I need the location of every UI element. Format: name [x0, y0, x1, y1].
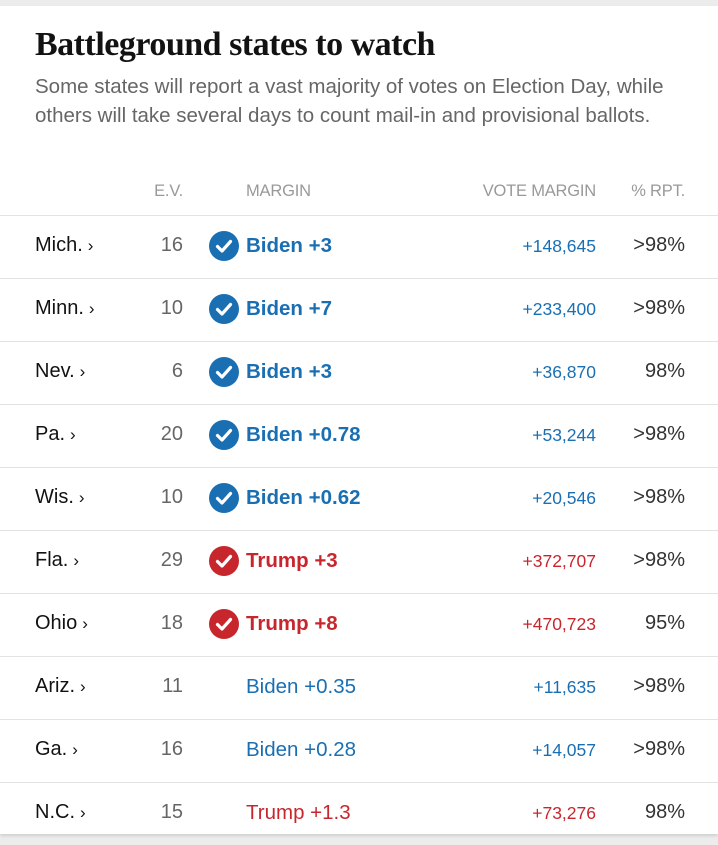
vote-margin-value: +73,276 — [532, 803, 596, 823]
column-header-vote-margin: VOTE MARGIN — [482, 182, 597, 200]
page-title: Battleground states to watch — [35, 26, 435, 63]
margin-value: Trump +8 — [246, 612, 338, 635]
pct-reported-value: >98% — [633, 549, 685, 571]
chevron-right-icon: › — [79, 362, 86, 381]
electoral-votes: 16 — [160, 738, 183, 760]
state-name: N.C. — [35, 801, 75, 823]
margin-value: Biden +3 — [246, 234, 333, 257]
state-name: Ariz. — [35, 675, 75, 697]
pct-reported-value: 98% — [644, 801, 685, 823]
pct-reported-value: >98% — [633, 486, 685, 508]
table-row[interactable]: Wis. › 10 Biden +0.62 +20,546 >98% — [0, 467, 718, 530]
electoral-votes: 16 — [160, 234, 183, 256]
pct-reported-value: >98% — [633, 738, 685, 760]
vote-margin-value: +53,244 — [532, 425, 596, 445]
state-name: Wis. — [35, 486, 74, 508]
vote-margin-value: +148,645 — [522, 236, 596, 256]
state-link[interactable]: Minn. › — [35, 297, 95, 320]
electoral-votes: 29 — [160, 549, 183, 571]
table-row[interactable]: Ohio › 18 Trump +8 +470,723 95% — [0, 593, 718, 656]
state-name: Ga. — [35, 738, 68, 760]
state-link[interactable]: Nev. › — [35, 360, 85, 383]
pct-reported-value: 95% — [644, 612, 685, 634]
margin-value: Biden +0.35 — [246, 675, 356, 698]
state-link[interactable]: Ariz. › — [35, 675, 86, 698]
table-row[interactable]: Fla. › 29 Trump +3 +372,707 >98% — [0, 530, 718, 593]
electoral-votes: 11 — [162, 675, 183, 697]
page-subtitle: Some states will report a vast majority … — [35, 75, 664, 127]
margin-value: Trump +3 — [246, 549, 338, 572]
column-header-margin: MARGIN — [246, 182, 311, 200]
electoral-votes: 20 — [160, 423, 183, 445]
winner-check-icon — [209, 420, 239, 450]
table-row[interactable]: Nev. › 6 Biden +3 +36,870 98% — [0, 341, 718, 404]
margin-value: Biden +3 — [246, 360, 333, 383]
chevron-right-icon: › — [88, 299, 95, 318]
chevron-right-icon: › — [73, 551, 80, 570]
electoral-votes: 10 — [160, 297, 183, 319]
table-row[interactable]: Pa. › 20 Biden +0.78 +53,244 >98% — [0, 404, 718, 467]
winner-check-icon — [209, 546, 239, 576]
state-name: Fla. — [35, 549, 69, 571]
winner-check-icon — [209, 231, 239, 261]
state-link[interactable]: Ohio › — [35, 612, 88, 635]
winner-check-icon — [209, 357, 239, 387]
pct-reported-value: >98% — [633, 675, 685, 697]
state-link[interactable]: Ga. › — [35, 738, 78, 761]
chevron-right-icon: › — [80, 803, 86, 822]
electoral-votes: 10 — [160, 486, 183, 508]
state-name: Mich. — [35, 234, 83, 256]
pct-reported-value: >98% — [633, 297, 685, 319]
state-link[interactable]: Fla. › — [35, 549, 79, 572]
vote-margin-value: +470,723 — [522, 614, 596, 634]
winner-check-icon — [209, 609, 239, 639]
margin-value: Biden +0.28 — [246, 738, 356, 761]
vote-margin-value: +372,707 — [522, 551, 596, 571]
vote-margin-value: +11,635 — [533, 677, 596, 697]
electoral-votes: 6 — [171, 360, 183, 382]
vote-margin-value: +233,400 — [522, 299, 596, 319]
table-row[interactable]: Ga. › 16 Biden +0.28 +14,057 >98% — [0, 719, 718, 782]
state-name: Ohio — [35, 612, 78, 634]
state-link[interactable]: Mich. › — [35, 234, 93, 257]
winner-check-icon — [209, 483, 239, 513]
chevron-right-icon: › — [80, 677, 86, 696]
chevron-right-icon: › — [78, 488, 85, 507]
state-name: Pa. — [35, 423, 66, 445]
chevron-right-icon: › — [87, 236, 94, 255]
state-link[interactable]: N.C. › — [35, 801, 86, 824]
state-link[interactable]: Wis. › — [35, 486, 85, 509]
state-link[interactable]: Pa. › — [35, 423, 76, 446]
table-row[interactable]: Ariz. › 11 Biden +0.35 +11,635 >98% — [0, 656, 718, 719]
vote-margin-value: +20,546 — [532, 488, 596, 508]
state-name: Nev. — [35, 360, 75, 382]
electoral-votes: 15 — [160, 801, 183, 823]
column-header-pct-reported: % RPT. — [631, 182, 685, 200]
state-name: Minn. — [35, 297, 84, 319]
margin-value: Biden +7 — [246, 297, 333, 320]
column-header-ev: E.V. — [154, 182, 183, 200]
electoral-votes: 18 — [160, 612, 183, 634]
results-table: Mich. › 16 Biden +3 +148,645 >98% Minn. › … — [0, 215, 718, 845]
chevron-right-icon: › — [82, 614, 88, 633]
margin-value: Biden +0.78 — [246, 423, 361, 446]
chevron-right-icon: › — [72, 740, 78, 759]
margin-value: Trump +1.3 — [246, 801, 351, 824]
chevron-right-icon: › — [70, 425, 76, 444]
table-row[interactable]: Minn. › 10 Biden +7 +233,400 >98% — [0, 278, 718, 341]
margin-value: Biden +0.62 — [246, 486, 361, 509]
table-row[interactable]: N.C. › 15 Trump +1.3 +73,276 98% — [0, 782, 718, 845]
pct-reported-value: >98% — [633, 423, 685, 445]
pct-reported-value: 98% — [644, 360, 685, 382]
battleground-card: Battleground states to watch Some states… — [0, 6, 718, 834]
vote-margin-value: +36,870 — [532, 362, 596, 382]
pct-reported-value: >98% — [633, 234, 685, 256]
vote-margin-value: +14,057 — [532, 740, 596, 760]
winner-check-icon — [209, 294, 239, 324]
table-row[interactable]: Mich. › 16 Biden +3 +148,645 >98% — [0, 215, 718, 278]
table-header: E.V. MARGIN VOTE MARGIN % RPT. — [0, 182, 718, 214]
